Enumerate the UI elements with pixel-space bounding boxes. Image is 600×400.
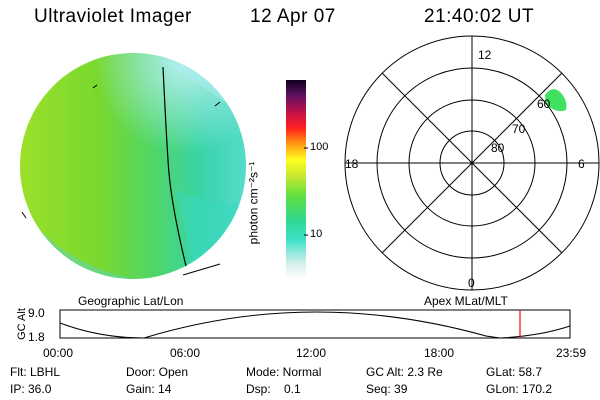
door-info: Door: Open (126, 365, 189, 379)
gc-alt-axis-title: GC Alt (15, 308, 28, 340)
mlt-label-0: 0 (468, 276, 475, 290)
geographic-title: Geographic Lat/Lon (78, 294, 184, 308)
mlat-label-70: 70 (512, 122, 526, 136)
time-label: 21:40:02 UT (424, 6, 535, 27)
gcalt-info: GC Alt: 2.3 Re (366, 365, 443, 379)
gain-info: Gain: 14 (126, 382, 172, 396)
mode-info: Mode: Normal (246, 365, 322, 379)
polar-plot (344, 35, 600, 291)
glon-info: GLon: 170.2 (486, 382, 553, 396)
instrument-title: Ultraviolet Imager (34, 6, 192, 27)
ip-info: IP: 36.0 (10, 382, 52, 396)
apex-title: Apex MLat/MLT (424, 294, 508, 308)
seq-info: Seq: 39 (366, 382, 408, 396)
orbit-timeline (59, 309, 571, 339)
mlat-label-80: 80 (491, 141, 505, 155)
x-tick-2359: 23:59 (556, 346, 587, 360)
auroral-patch (545, 89, 567, 112)
glat-info: GLat: 58.7 (486, 365, 543, 379)
altitude-curve (59, 311, 571, 339)
y-tick-1_8: 1.8 (28, 330, 45, 344)
terminator-line (162, 66, 187, 267)
mlt-label-18: 18 (345, 157, 359, 171)
date-label: 12 Apr 07 (250, 6, 336, 27)
mlat-label-60: 60 (537, 97, 551, 111)
limb-mark (182, 263, 221, 276)
x-tick-0000: 00:00 (43, 346, 74, 360)
flt-info: Flt: LBHL (10, 365, 61, 379)
x-tick-1800: 18:00 (424, 346, 455, 360)
colorbar-tick-100: 100 (310, 141, 329, 153)
dsp-info: Dsp: 0.1 (246, 382, 301, 396)
uv-image-disk (20, 53, 246, 279)
color-scale-bar (286, 80, 308, 280)
mlt-label-6: 6 (578, 157, 585, 171)
colorbar-tick-10: 10 (310, 228, 323, 240)
colorbar-unit-label: photon cm⁻²s⁻¹ (246, 161, 261, 245)
x-tick-1200: 12:00 (296, 346, 327, 360)
mlt-label-12: 12 (478, 48, 492, 62)
y-tick-9: 9.0 (28, 306, 45, 320)
x-tick-0600: 06:00 (170, 346, 201, 360)
